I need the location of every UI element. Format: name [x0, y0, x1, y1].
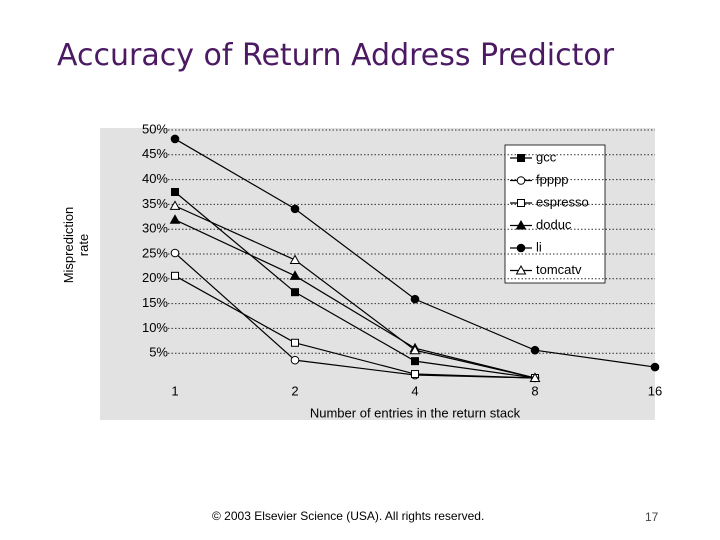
legend-label: fpppp	[536, 172, 569, 187]
legend-label: espresso	[536, 194, 589, 209]
legend-marker	[515, 219, 527, 230]
y-tick-label: 35%	[142, 196, 168, 211]
y-tick-label: 5%	[149, 345, 168, 360]
y-tick-label: 50%	[142, 121, 168, 136]
y-tick-label: 45%	[142, 146, 168, 161]
marker	[291, 338, 299, 347]
legend-label: gcc	[536, 149, 557, 164]
marker	[650, 362, 660, 372]
y-tick-label: 10%	[142, 320, 168, 335]
slide-title: Accuracy of Return Address Predictor	[57, 38, 615, 73]
x-tick-label: 2	[291, 383, 298, 398]
footer: © 2003 Elsevier Science (USA). All right…	[212, 509, 485, 523]
series-line	[174, 275, 536, 379]
legend-label: doduc	[536, 217, 572, 232]
legend-marker	[515, 264, 527, 275]
series-line	[174, 191, 536, 379]
marker	[169, 214, 181, 224]
page-number: 17	[645, 510, 659, 524]
legend-marker	[516, 176, 526, 185]
y-tick-label: 15%	[142, 295, 168, 310]
marker	[530, 345, 540, 355]
marker	[290, 355, 300, 365]
x-tick-label: 4	[411, 383, 418, 398]
marker	[169, 200, 181, 210]
marker	[409, 344, 421, 355]
x-axis-title: Number of entries in the return stack	[310, 405, 521, 420]
y-tick-label: 25%	[142, 245, 168, 260]
y-tick-label: 20%	[142, 270, 168, 285]
x-tick-label: 8	[531, 383, 538, 398]
y-tick-label: 40%	[142, 171, 168, 186]
legend-marker	[516, 243, 526, 253]
x-tick-label: 16	[648, 383, 662, 398]
marker	[289, 254, 301, 264]
marker	[411, 370, 419, 379]
series-line	[174, 205, 536, 379]
marker	[290, 204, 300, 214]
legend-marker	[517, 199, 525, 207]
marker	[411, 357, 419, 366]
marker	[410, 294, 420, 304]
marker	[170, 248, 180, 258]
legend-label: li	[536, 239, 542, 254]
marker	[170, 134, 180, 144]
legend-box	[504, 144, 606, 284]
marker	[529, 372, 541, 382]
legend-marker	[517, 154, 525, 162]
series-line	[174, 219, 536, 379]
marker	[291, 288, 299, 297]
y-axis-title: Misprediction rate	[61, 206, 91, 284]
marker	[289, 270, 301, 280]
marker	[171, 271, 179, 280]
x-tick-label: 1	[171, 383, 178, 398]
marker	[171, 188, 179, 196]
legend-label: tomcatv	[536, 262, 582, 277]
y-tick-label: 30%	[142, 221, 168, 236]
